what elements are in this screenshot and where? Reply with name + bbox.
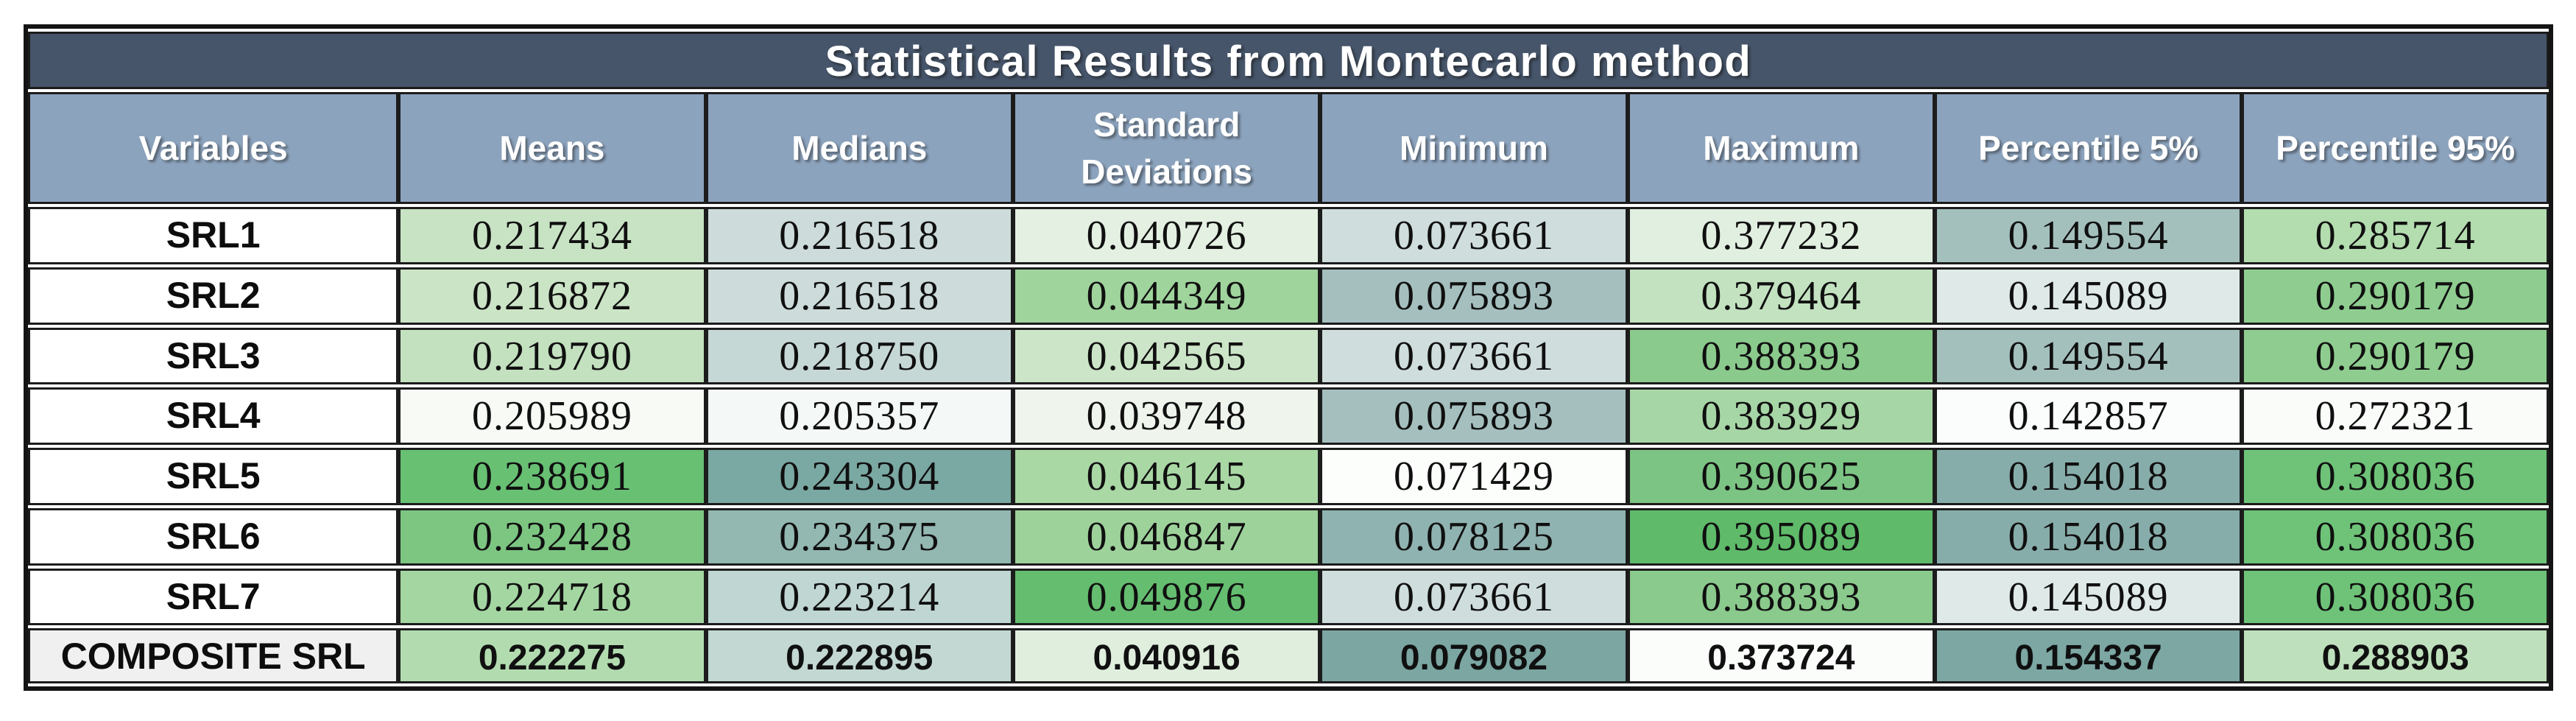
value-cell: 0.234375 xyxy=(705,507,1013,566)
value-cell: 0.223214 xyxy=(705,568,1013,626)
column-header-std-deviations: Standard Deviations xyxy=(1012,92,1321,204)
table-row: SRL2 0.216872 0.216518 0.044349 0.075893 0.37… xyxy=(28,267,2549,325)
table-title: Statistical Results from Montecarlo meth… xyxy=(28,32,2549,89)
value-cell: 0.145089 xyxy=(1934,568,2242,626)
value-cell: 0.308036 xyxy=(2242,448,2549,505)
value-cell: 0.154337 xyxy=(1934,628,2242,683)
value-cell: 0.388393 xyxy=(1627,568,1935,626)
value-cell: 0.224718 xyxy=(398,568,706,626)
value-cell: 0.238691 xyxy=(398,448,706,505)
value-cell: 0.216518 xyxy=(705,207,1013,264)
value-cell: 0.073661 xyxy=(1320,327,1628,385)
column-header-variables: Variables xyxy=(28,92,399,204)
column-header-percentile-5: Percentile 5% xyxy=(1934,92,2242,204)
value-cell: 0.217434 xyxy=(398,207,706,264)
value-cell: 0.395089 xyxy=(1627,507,1935,566)
value-cell: 0.216518 xyxy=(705,267,1013,325)
value-cell: 0.049876 xyxy=(1012,568,1321,626)
value-cell: 0.079082 xyxy=(1320,628,1628,683)
value-cell: 0.145089 xyxy=(1934,267,2242,325)
table-row: SRL6 0.232428 0.234375 0.046847 0.078125 0.39… xyxy=(28,507,2549,566)
row-label: SRL2 xyxy=(28,267,399,325)
montecarlo-results-table: Statistical Results from Montecarlo meth… xyxy=(28,29,2549,686)
value-cell: 0.046145 xyxy=(1012,448,1321,505)
column-header-means: Means xyxy=(398,92,706,204)
header-row: Variables Means Medians Standard Deviati… xyxy=(28,92,2549,204)
value-cell: 0.205989 xyxy=(398,387,706,445)
value-cell: 0.040726 xyxy=(1012,207,1321,264)
value-cell: 0.078125 xyxy=(1320,507,1628,566)
value-cell: 0.044349 xyxy=(1012,267,1321,325)
row-label: SRL1 xyxy=(28,207,399,264)
value-cell: 0.046847 xyxy=(1012,507,1321,566)
value-cell: 0.243304 xyxy=(705,448,1013,505)
table-row: SRL1 0.217434 0.216518 0.040726 0.073661 0.37… xyxy=(28,207,2549,264)
value-cell: 0.218750 xyxy=(705,327,1013,385)
row-label: SRL5 xyxy=(28,448,399,505)
value-cell: 0.377232 xyxy=(1627,207,1935,264)
value-cell: 0.290179 xyxy=(2242,267,2549,325)
row-label: SRL4 xyxy=(28,387,399,445)
value-cell: 0.142857 xyxy=(1934,387,2242,445)
column-header-medians: Medians xyxy=(705,92,1013,204)
value-cell: 0.042565 xyxy=(1012,327,1321,385)
value-cell: 0.373724 xyxy=(1627,628,1935,683)
row-label: COMPOSITE SRL xyxy=(28,628,399,683)
value-cell: 0.222275 xyxy=(398,628,706,683)
row-label: SRL7 xyxy=(28,568,399,626)
table-row: SRL5 0.238691 0.243304 0.046145 0.071429 0.39… xyxy=(28,448,2549,505)
value-cell: 0.308036 xyxy=(2242,507,2549,566)
statistics-table: Statistical Results from Montecarlo meth… xyxy=(24,24,2553,691)
value-cell: 0.232428 xyxy=(398,507,706,566)
row-label: SRL3 xyxy=(28,327,399,385)
table-body: SRL1 0.217434 0.216518 0.040726 0.073661 0.37… xyxy=(28,207,2549,683)
value-cell: 0.288903 xyxy=(2242,628,2549,683)
value-cell: 0.383929 xyxy=(1627,387,1935,445)
value-cell: 0.205357 xyxy=(705,387,1013,445)
value-cell: 0.071429 xyxy=(1320,448,1628,505)
title-row: Statistical Results from Montecarlo meth… xyxy=(28,32,2549,89)
value-cell: 0.149554 xyxy=(1934,207,2242,264)
value-cell: 0.219790 xyxy=(398,327,706,385)
value-cell: 0.039748 xyxy=(1012,387,1321,445)
value-cell: 0.272321 xyxy=(2242,387,2549,445)
value-cell: 0.290179 xyxy=(2242,327,2549,385)
value-cell: 0.073661 xyxy=(1320,207,1628,264)
value-cell: 0.388393 xyxy=(1627,327,1935,385)
value-cell: 0.073661 xyxy=(1320,568,1628,626)
value-cell: 0.075893 xyxy=(1320,267,1628,325)
table-row: SRL4 0.205989 0.205357 0.039748 0.075893 0.38… xyxy=(28,387,2549,445)
value-cell: 0.379464 xyxy=(1627,267,1935,325)
value-cell: 0.222895 xyxy=(705,628,1013,683)
column-header-minimum: Minimum xyxy=(1320,92,1628,204)
value-cell: 0.154018 xyxy=(1934,448,2242,505)
value-cell: 0.040916 xyxy=(1012,628,1321,683)
value-cell: 0.149554 xyxy=(1934,327,2242,385)
value-cell: 0.216872 xyxy=(398,267,706,325)
column-header-percentile-95: Percentile 95% xyxy=(2242,92,2549,204)
value-cell: 0.308036 xyxy=(2242,568,2549,626)
value-cell: 0.285714 xyxy=(2242,207,2549,264)
table-row: COMPOSITE SRL 0.222275 0.222895 0.040916 0.0… xyxy=(28,628,2549,683)
value-cell: 0.075893 xyxy=(1320,387,1628,445)
table-row: SRL3 0.219790 0.218750 0.042565 0.073661 0.38… xyxy=(28,327,2549,385)
row-label: SRL6 xyxy=(28,507,399,566)
column-header-maximum: Maximum xyxy=(1627,92,1935,204)
table-row: SRL7 0.224718 0.223214 0.049876 0.073661 0.38… xyxy=(28,568,2549,626)
value-cell: 0.154018 xyxy=(1934,507,2242,566)
value-cell: 0.390625 xyxy=(1627,448,1935,505)
